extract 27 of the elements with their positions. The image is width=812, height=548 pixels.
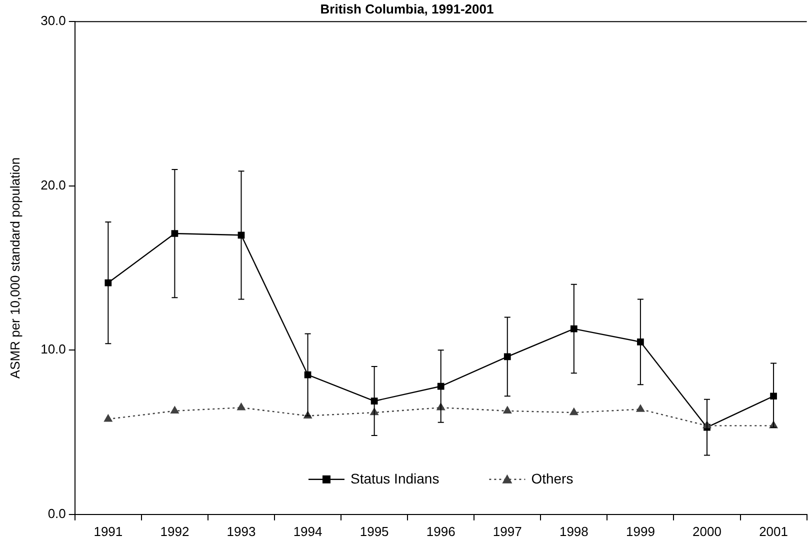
x-tick-label: 1995 — [360, 524, 389, 539]
x-tick-label: 1997 — [492, 524, 522, 539]
x-tick-label: 1999 — [626, 524, 655, 539]
x-tick-label: 2001 — [759, 524, 788, 539]
x-tick-label: 2000 — [692, 524, 722, 539]
x-tick-label: 1991 — [94, 524, 123, 539]
y-axis-title: ASMR per 10,000 standard population — [7, 157, 22, 379]
y-tick-label: 10.0 — [40, 342, 66, 357]
point — [770, 392, 777, 400]
point — [570, 408, 578, 416]
x-tick-label: 1994 — [293, 524, 322, 539]
point — [104, 414, 112, 422]
x-tick-label: 1992 — [160, 524, 190, 539]
y-tick-label: 0.0 — [48, 506, 66, 521]
y-tick-label: 20.0 — [40, 177, 66, 192]
point — [636, 404, 645, 412]
point — [170, 406, 179, 414]
legend-label: Status Indians — [350, 470, 440, 486]
x-tick-label: 1996 — [426, 524, 456, 539]
chart-title: British Columbia, 1991-2001 — [320, 1, 494, 16]
x-tick-label: 1993 — [226, 524, 256, 539]
point — [637, 338, 644, 346]
legend-label: Others — [531, 470, 574, 486]
point — [503, 406, 512, 414]
x-tick-label: 1998 — [559, 524, 588, 539]
point — [237, 403, 246, 410]
y-tick-label: 30.0 — [40, 13, 66, 28]
